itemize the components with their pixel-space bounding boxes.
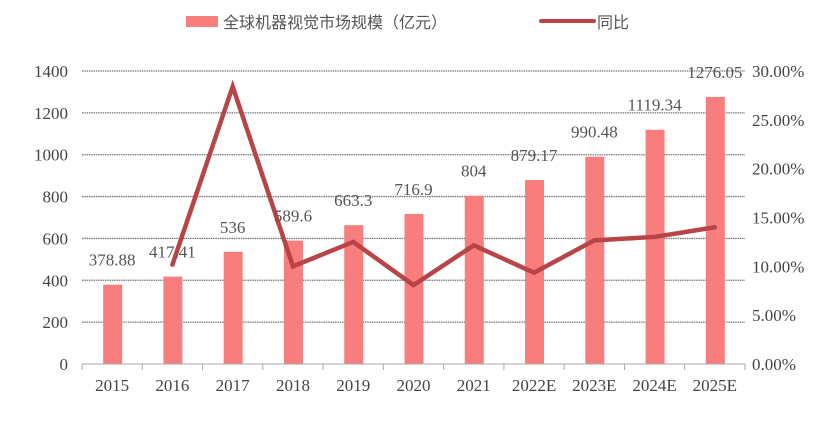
bar-data-label: 804 bbox=[461, 162, 487, 181]
x-axis-tick-label: 2015 bbox=[95, 376, 129, 395]
bar bbox=[223, 251, 243, 364]
bar bbox=[645, 129, 665, 364]
x-axis-tick-label: 2022E bbox=[512, 376, 556, 395]
bar-data-label: 1119.34 bbox=[628, 96, 682, 115]
yoy-line bbox=[170, 79, 718, 288]
x-axis-tick-label: 2021 bbox=[457, 376, 491, 395]
bar bbox=[464, 195, 484, 364]
left-axis-tick-label: 1200 bbox=[34, 104, 68, 123]
right-axis-tick-label: 15.00% bbox=[752, 209, 804, 228]
left-axis-tick-label: 1000 bbox=[34, 146, 68, 165]
left-axis-tick-label: 400 bbox=[43, 271, 69, 290]
x-axis-tick-label: 2020 bbox=[397, 376, 431, 395]
x-axis-tick-label: 2016 bbox=[155, 376, 189, 395]
bar bbox=[163, 276, 183, 364]
right-axis-tick-label: 10.00% bbox=[752, 257, 804, 276]
right-axis-tick-label: 5.00% bbox=[752, 306, 796, 325]
x-axis-tick-label: 2023E bbox=[572, 376, 616, 395]
bar bbox=[705, 96, 725, 364]
bar-data-label: 990.48 bbox=[571, 123, 618, 142]
left-axis-tick-label: 0 bbox=[60, 355, 69, 374]
left-axis-tick-label: 600 bbox=[43, 229, 69, 248]
legend-swatch-bar bbox=[186, 16, 218, 27]
right-axis-tick-label: 30.00% bbox=[752, 62, 804, 81]
bar-data-label: 879.17 bbox=[511, 146, 558, 165]
bar bbox=[283, 240, 303, 364]
bar bbox=[344, 225, 364, 364]
x-axis-tick-label: 2019 bbox=[336, 376, 370, 395]
left-axis-tick-label: 200 bbox=[43, 313, 69, 332]
bar-data-label: 378.88 bbox=[89, 251, 136, 270]
legend: 全球机器视觉市场规模（亿元） 同比 bbox=[186, 13, 629, 32]
x-axis-tick-label: 2017 bbox=[216, 376, 251, 395]
bar-data-label: 663.3 bbox=[334, 191, 372, 210]
bar bbox=[103, 284, 123, 364]
left-axis-tick-label: 800 bbox=[43, 188, 69, 207]
x-axis-tick-label: 2024E bbox=[632, 376, 676, 395]
legend-label-line: 同比 bbox=[597, 13, 629, 32]
bar-data-label: 417.41 bbox=[149, 243, 196, 262]
bar-data-label: 536 bbox=[220, 218, 246, 237]
bar bbox=[585, 156, 605, 364]
bar bbox=[404, 213, 424, 364]
x-axis-tick-label: 2018 bbox=[276, 376, 310, 395]
left-axis-tick-label: 1400 bbox=[34, 62, 68, 81]
right-axis-tick-label: 0.00% bbox=[752, 355, 796, 374]
bar-data-label: 589.6 bbox=[274, 207, 312, 226]
right-axis-tick-label: 20.00% bbox=[752, 160, 804, 179]
bar-data-label: 716.9 bbox=[394, 180, 432, 199]
right-axis-tick-label: 25.00% bbox=[752, 111, 804, 130]
x-axis-tick-label: 2025E bbox=[693, 376, 737, 395]
legend-label-bar: 全球机器视觉市场规模（亿元） bbox=[223, 13, 447, 32]
bar-data-label: 1276.05 bbox=[687, 63, 742, 82]
